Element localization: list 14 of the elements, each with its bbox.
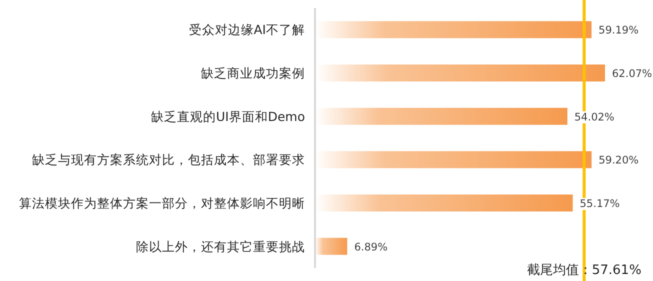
y-tick-label: 算法模块作为整体方案一部分，对整体影响不明晰 [19, 196, 305, 210]
y-tick-label: 缺乏直观的UI界面和Demo [151, 108, 305, 124]
data-label: 55.17% [580, 198, 620, 210]
data-label: 54.02% [574, 111, 614, 124]
data-label: 6.89% [354, 241, 388, 254]
bar [315, 238, 348, 255]
y-tick-label: 除以上外，还有其它重要挑战 [136, 238, 305, 254]
y-tick-label: 受众对边缘AI不了解 [188, 22, 305, 38]
y-tick-label: 缺乏与现有方案系统对比，包括成本、部署要求 [32, 152, 305, 168]
y-tick-label: 缺乏商业成功案例 [201, 66, 305, 80]
data-label: 62.07% [612, 68, 652, 80]
ref-line-label: 截尾均值：57.61% [526, 263, 642, 278]
data-label: 59.19% [598, 24, 639, 37]
data-label: 59.20% [598, 154, 639, 167]
